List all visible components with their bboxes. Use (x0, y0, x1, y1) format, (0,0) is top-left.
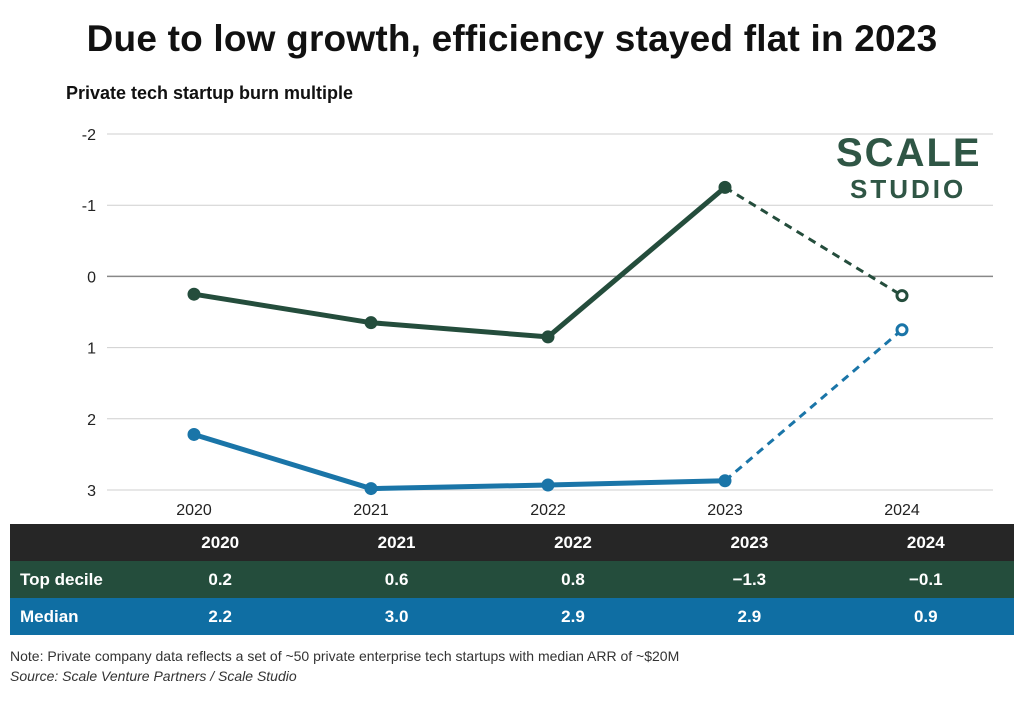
logo-line-2: STUDIO (850, 174, 967, 204)
data-point (187, 427, 201, 441)
data-point (718, 474, 732, 488)
line-chart: -2 -1 0 1 2 3 2020 2021 2022 2023 2024 (82, 127, 993, 519)
y-tick-label: 1 (87, 341, 96, 358)
source-line: Source: Scale Venture Partners / Scale S… (10, 668, 297, 684)
table-header-cell (10, 524, 132, 561)
data-point (187, 287, 201, 301)
table-cell: −1.3 (732, 569, 767, 589)
table-cell: 3.0 (384, 606, 409, 626)
table-row-top-decile: Top decile 0.2 0.6 0.8 −1.3 −0.1 (10, 561, 1014, 598)
table-header-cell: 2021 (377, 532, 416, 552)
y-tick-label: 2 (87, 412, 96, 429)
table-header-row: 2020 2021 2022 2023 2024 (10, 524, 1014, 561)
data-point (364, 482, 378, 496)
series-line-solid (191, 184, 728, 340)
scale-studio-logo: SCALE STUDIO (836, 132, 982, 204)
series-line-dashed (724, 328, 903, 482)
table-cell: 0.2 (208, 569, 233, 589)
y-tick-label: -2 (82, 127, 96, 144)
y-tick-label: 0 (87, 269, 96, 286)
table-cell: 2.9 (737, 606, 762, 626)
chart-title: Due to low growth, efficiency stayed fla… (86, 18, 938, 59)
table-header-cell: 2023 (730, 532, 769, 552)
x-tick-label: 2023 (707, 502, 743, 519)
series-line-solid (191, 431, 728, 492)
data-point (895, 323, 909, 337)
table-cell: −0.1 (909, 569, 943, 589)
row-label: Top decile (20, 569, 103, 589)
table-header-cell: 2020 (201, 532, 240, 552)
table-row-median: Median 2.2 3.0 2.9 2.9 0.9 (10, 598, 1014, 635)
series-line-dashed (724, 186, 903, 297)
y-tick-label: -1 (82, 198, 96, 215)
logo-line-1: SCALE (836, 131, 982, 175)
table-cell: 0.8 (561, 569, 585, 589)
row-label: Median (20, 606, 79, 626)
table-cell: 2.2 (208, 606, 233, 626)
data-table: 2020 2021 2022 2023 2024 Top decile 0.2 … (10, 524, 1014, 635)
table-header-cell: 2024 (906, 532, 945, 552)
data-point (541, 330, 555, 344)
table-cell: 0.9 (913, 606, 938, 626)
data-point (895, 289, 909, 303)
x-tick-label: 2021 (353, 502, 389, 519)
footnote: Note: Private company data reflects a se… (10, 648, 680, 664)
data-point (364, 316, 378, 330)
y-tick-label: 3 (87, 483, 96, 500)
x-tick-label: 2020 (176, 502, 212, 519)
table-cell: 2.9 (561, 606, 585, 626)
chart-subtitle: Private tech startup burn multiple (66, 83, 354, 103)
table-header-cell: 2022 (554, 532, 592, 552)
data-point (718, 180, 732, 194)
x-tick-label: 2024 (884, 502, 920, 519)
table-cell: 0.6 (384, 569, 409, 589)
x-tick-label: 2022 (530, 502, 566, 519)
data-point (541, 478, 555, 492)
